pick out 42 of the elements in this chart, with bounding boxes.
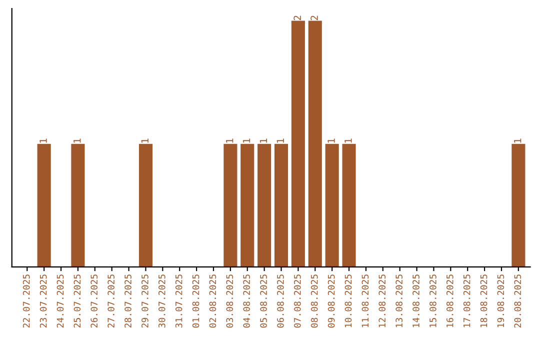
x-tick-label: 28.07.2025 [124,274,132,328]
x-tick-label: 16.08.2025 [446,274,454,328]
x-tick-label: 23.07.2025 [40,274,47,328]
x-tick-label: 15.08.2025 [430,274,436,328]
x-tick-label: 19.08.2025 [497,274,504,328]
data-label: 1 [40,138,47,143]
data-label: 1 [242,138,250,143]
x-tick-label: 26.07.2025 [90,274,98,328]
x-tick-label: 03.08.2025 [226,274,234,328]
x-tick-label: 11.08.2025 [362,274,369,328]
x-tick-label: 27.07.2025 [108,274,114,328]
data-label: 1 [260,138,268,143]
x-tick-label: 13.08.2025 [396,274,402,328]
x-tick-label: 18.08.2025 [480,274,488,328]
data-label: 1 [226,138,234,143]
data-label: 1 [276,138,284,143]
x-tick-label: 12.08.2025 [378,274,386,328]
x-tick-label: 24.07.2025 [56,274,64,328]
x-tick-label: 17.08.2025 [463,274,470,328]
x-tick-label: 14.08.2025 [412,274,420,328]
x-tick-label: 20.08.2025 [514,274,522,328]
x-tick-label: 02.08.2025 [209,274,216,328]
x-tick-label: 06.08.2025 [277,274,284,328]
data-label: 2 [294,16,301,20]
x-tick-label: 01.08.2025 [192,274,200,328]
data-label: 1 [141,138,148,143]
data-label: 1 [328,138,335,143]
x-tick-label: 05.08.2025 [260,274,267,328]
x-tick-label: 08.08.2025 [310,274,318,328]
x-tick-label: 31.07.2025 [175,274,182,328]
x-tick-label: 07.08.2025 [294,274,301,328]
x-tick-label: 04.08.2025 [243,274,250,328]
data-label: 1 [514,138,522,143]
x-tick-label: 09.08.2025 [328,274,335,328]
x-tick-label: 29.07.2025 [142,274,148,328]
x-tick-label: 22.07.2025 [22,274,30,328]
x-tick-label: 10.08.2025 [344,274,352,328]
data-label: 1 [344,138,352,143]
x-tick-label: 30.07.2025 [158,274,166,328]
x-tick-label: 25.07.2025 [74,274,81,328]
data-label: 2 [310,16,318,20]
data-label: 1 [74,138,81,143]
